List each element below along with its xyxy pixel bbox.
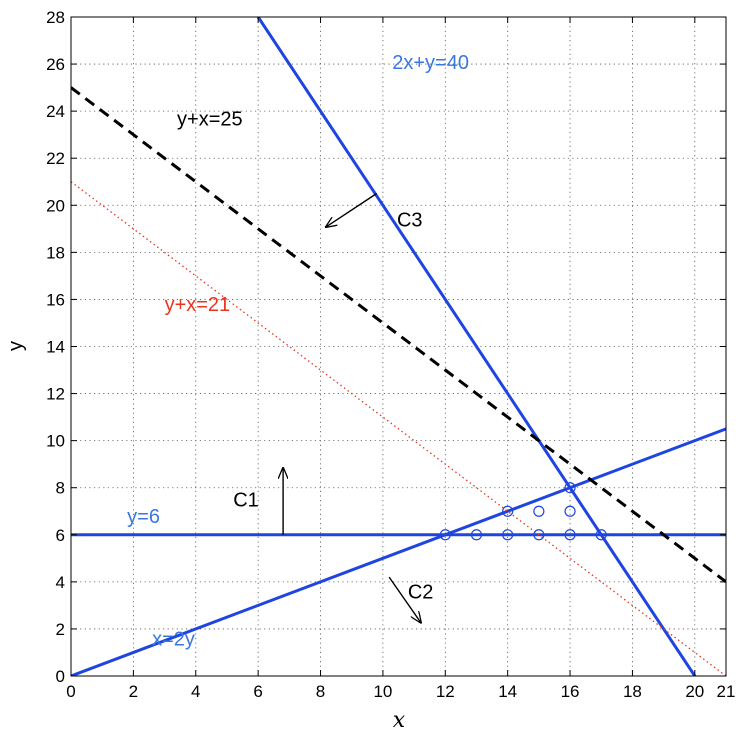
points-layer	[439, 482, 607, 541]
y-tick-label: 20	[46, 196, 65, 215]
x-tick-label: 16	[561, 682, 580, 701]
y-tick-label: 12	[46, 385, 65, 404]
feasible-point	[564, 482, 576, 494]
constraint-arrow-C2	[388, 576, 420, 622]
y-tick-label: 22	[46, 149, 65, 168]
y-tick-label: 2	[56, 620, 65, 639]
y-tick-label: 4	[56, 573, 65, 592]
x-tick-label: 21	[717, 682, 736, 701]
arrows-layer	[283, 192, 420, 622]
feasible-point	[439, 529, 451, 541]
y-tick-label: 18	[46, 243, 65, 262]
y-tick-label: 8	[56, 479, 65, 498]
feasible-point	[564, 505, 576, 517]
x-tick-label: 10	[373, 682, 392, 701]
y-tick-label: 16	[46, 290, 65, 309]
y-tick-label: 6	[56, 526, 65, 545]
series-line-2x+y=40	[256, 17, 697, 676]
annotation-2x+y=40: 2x+y=40	[392, 52, 469, 74]
x-tick-label: 2	[129, 682, 138, 701]
series-line-y+x=25	[71, 86, 726, 584]
feasible-point	[533, 505, 545, 517]
annotation-y+x=21: y+x=21	[165, 294, 231, 316]
feasible-point	[470, 529, 483, 541]
annotation-y+x=25: y+x=25	[177, 108, 243, 130]
y-tick-label: 14	[46, 338, 65, 357]
annotation-C2: C2	[408, 581, 434, 603]
x-tick-label: 12	[436, 682, 455, 701]
feasible-point	[502, 505, 514, 517]
y-tick-label: 26	[46, 55, 65, 74]
annotations-layer: 2x+y=40 y+x=25 y+x=21 y=6 x=2y C1 C2 C3	[127, 52, 469, 651]
y-tick-label: 10	[46, 432, 65, 451]
x-tick-label: 14	[498, 682, 517, 701]
x-axis-label: x	[393, 708, 406, 733]
feasible-point	[533, 529, 545, 541]
annotation-x=2y: x=2y	[152, 628, 195, 650]
constraint-arrow-C3	[327, 192, 378, 227]
series-layer	[71, 17, 726, 676]
feasible-point	[502, 529, 514, 541]
x-tick-label: 4	[191, 682, 200, 701]
x-tick-label: 20	[685, 682, 704, 701]
ticks-layer: 0 2 4 6 8 10 12 14 16 18 20 21024681012141618202224…	[46, 8, 735, 701]
x-tick-label: 0	[66, 682, 75, 701]
y-tick-label: 24	[46, 102, 65, 121]
annotation-C3: C3	[397, 209, 423, 231]
annotation-C1: C1	[233, 490, 259, 512]
x-tick-label: 8	[316, 682, 325, 701]
y-tick-label: 0	[56, 667, 65, 686]
series-line-x=2y	[71, 427, 726, 676]
x-tick-label: 6	[253, 682, 262, 701]
y-tick-label: 28	[46, 8, 65, 27]
y-axis-label: y	[5, 341, 27, 351]
annotation-y=6: y=6	[127, 506, 160, 528]
series-line-y+x=21	[71, 181, 726, 676]
feasible-point	[564, 529, 576, 541]
x-tick-label: 18	[623, 682, 642, 701]
feasible-point	[595, 529, 607, 541]
